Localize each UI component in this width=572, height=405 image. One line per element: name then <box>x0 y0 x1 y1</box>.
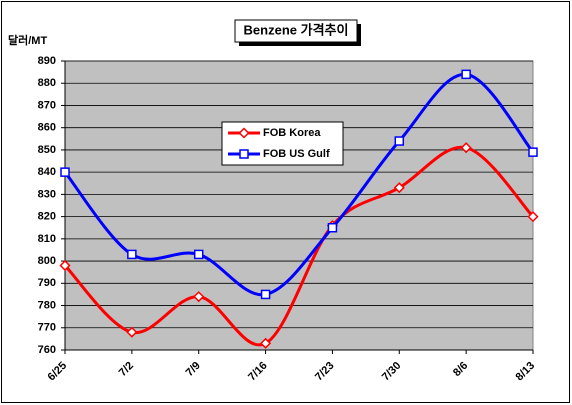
marker <box>239 149 249 159</box>
marker <box>260 337 272 349</box>
y-tick-label: 810 <box>38 233 56 245</box>
y-tick-label: 870 <box>38 99 56 111</box>
legend: FOB Korea FOB US Gulf <box>221 121 344 166</box>
marker <box>127 249 137 260</box>
y-axis-label: 달러/MT <box>8 33 47 47</box>
y-tick-label: 880 <box>38 77 56 89</box>
y-tick-label: 850 <box>38 144 56 156</box>
marker <box>460 142 472 154</box>
y-tick-label: 770 <box>38 322 56 334</box>
y-tick-label: 820 <box>38 211 56 223</box>
legend-label: FOB US Gulf <box>263 148 330 160</box>
marker <box>528 147 538 157</box>
y-tick-label: 860 <box>38 122 56 134</box>
marker <box>238 127 250 139</box>
marker <box>527 211 539 223</box>
marker <box>461 69 471 80</box>
chart-title: Benzene 가격추이 <box>244 22 349 37</box>
marker <box>126 326 138 338</box>
marker <box>59 259 71 272</box>
marker <box>393 182 405 194</box>
y-tick-label: 840 <box>38 166 56 178</box>
y-tick-label: 790 <box>38 277 56 289</box>
y-tick-label: 760 <box>38 344 56 356</box>
marker <box>260 289 271 300</box>
marker <box>193 249 204 260</box>
marker <box>327 222 338 233</box>
marker <box>193 291 205 303</box>
legend-label: FOB Korea <box>263 127 321 139</box>
y-tick-label: 800 <box>38 255 56 267</box>
marker <box>394 136 405 146</box>
y-tick-label: 890 <box>38 55 56 67</box>
marker <box>60 167 70 177</box>
title-box <box>234 19 358 43</box>
y-tick-label: 780 <box>38 299 56 311</box>
plot-area <box>64 60 534 351</box>
y-tick-label: 830 <box>38 188 56 200</box>
